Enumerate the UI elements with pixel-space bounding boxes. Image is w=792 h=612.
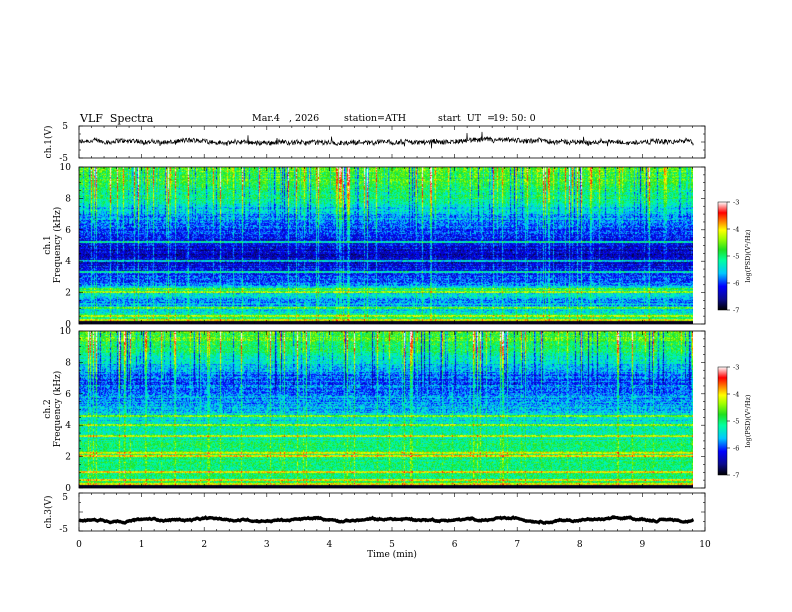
ch2-ytick-2: 2 — [65, 453, 71, 463]
ch1-ytick-6: 6 — [65, 226, 71, 236]
ch1-colorbar — [717, 201, 728, 311]
x-tick-label-6: 6 — [452, 540, 458, 550]
colorbar-tick-label--4: -4 — [733, 226, 739, 234]
ch1-spectrogram-heatmap — [79, 167, 693, 324]
x-axis-label: Time (min) — [367, 549, 417, 560]
x-tick-label-10: 10 — [699, 540, 711, 550]
colorbar-tick-label--6: -6 — [733, 445, 739, 453]
ch3-ytick-top: 5 — [62, 493, 68, 503]
ch1-ytick-2: 2 — [65, 289, 71, 299]
x-tick-label-4: 4 — [327, 540, 333, 550]
start-ut-label: start UT = — [438, 113, 496, 124]
ch3-ytick-bottom: -5 — [59, 525, 68, 535]
ch1-colorbar-label: log(PSD)(V²/Hz) — [744, 229, 752, 282]
chart-title: VLF Spectra — [80, 112, 154, 125]
ch1-frequency-label: Frequency (kHz) — [52, 207, 63, 284]
ch1-ytick-0: 0 — [65, 320, 71, 330]
colorbar-tick-label--5: -5 — [733, 418, 739, 426]
ch2-ytick-4: 4 — [65, 421, 71, 431]
ch1-channel-label: ch.1 — [43, 235, 53, 254]
ch2-channel-label: ch.2 — [43, 399, 53, 418]
ch1-ylabel: ch.1(V) — [43, 126, 54, 159]
ch2-ytick-0: 0 — [65, 484, 71, 494]
x-tick-label-7: 7 — [514, 540, 520, 550]
ch2-ytick-10: 10 — [60, 327, 72, 337]
ch2-frequency-label: Frequency (kHz) — [52, 371, 63, 448]
ch1-ytick-top: 5 — [62, 122, 68, 132]
start-ut-value: 19: 50: 0 — [493, 113, 536, 124]
ch2-spectrogram-heatmap — [79, 331, 693, 488]
ch3-ylabel: ch.3(V) — [43, 496, 54, 529]
colorbar-tick-label--3: -3 — [733, 364, 739, 372]
colorbar-tick-label--7: -7 — [733, 307, 739, 315]
ch1-ytick-10: 10 — [60, 163, 72, 173]
x-tick-label-2: 2 — [201, 540, 207, 550]
ch1-ytick-bottom: -5 — [59, 154, 68, 164]
ch3-waveform-panel: 5 -5 ch.3(V) — [43, 492, 706, 535]
ch2-colorbar — [717, 366, 728, 476]
colorbar-tick-label--7: -7 — [733, 472, 739, 480]
station-label: station=ATH — [344, 113, 406, 124]
ch1-ytick-8: 8 — [65, 194, 71, 204]
ch2-ytick-6: 6 — [65, 390, 71, 400]
ch2-ytick-8: 8 — [65, 358, 71, 368]
ch1-waveform-line — [78, 131, 694, 149]
ch1-ytick-4: 4 — [65, 257, 71, 267]
x-tick-label-3: 3 — [264, 540, 270, 550]
x-tick-label-0: 0 — [76, 540, 82, 550]
x-tick-label-8: 8 — [577, 540, 583, 550]
ch1-waveform-panel: 5 -5 ch.1(V) — [43, 122, 706, 164]
colorbar-tick-label--5: -5 — [733, 253, 739, 261]
colorbar-tick-label--6: -6 — [733, 280, 739, 288]
ch3-waveform-line — [78, 515, 695, 525]
colorbar-tick-label--4: -4 — [733, 391, 739, 399]
date-label: Mar.4 , 2026 — [252, 113, 320, 124]
ch2-colorbar-label: log(PSD)(V²/Hz) — [744, 394, 752, 447]
colorbar-tick-label--3: -3 — [733, 199, 739, 207]
x-tick-label-9: 9 — [640, 540, 646, 550]
x-axis: 0 1 2 3 4 5 6 7 8 9 10 — [76, 540, 711, 550]
x-tick-label-1: 1 — [139, 540, 145, 550]
x-tick-label-5: 5 — [389, 540, 395, 550]
